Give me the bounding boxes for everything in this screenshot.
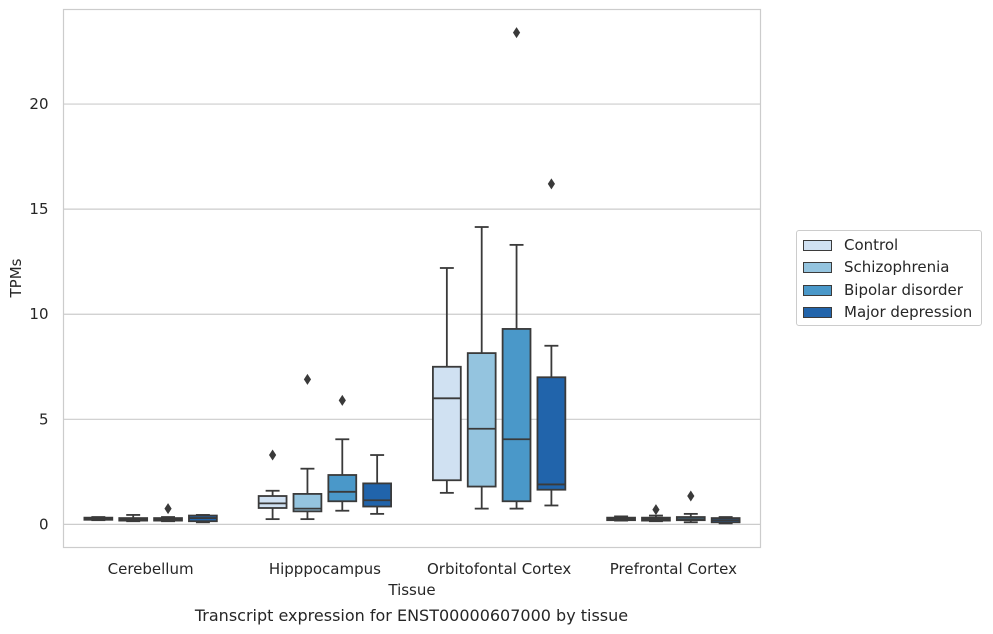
box-element [362, 454, 392, 515]
outlier-point [547, 178, 555, 190]
box-element [710, 516, 741, 525]
x-tick-label: Orbitofontal Cortex [427, 560, 571, 578]
box-iqr [362, 482, 392, 508]
outlier-point [652, 504, 660, 516]
y-tick-label: 15 [29, 200, 48, 218]
legend: Control Schizophrenia Bipolar disorder M… [796, 230, 982, 326]
grid-lines [63, 103, 761, 525]
box-element [188, 514, 218, 524]
legend-swatch-schizophrenia [803, 261, 832, 273]
box-iqr [327, 474, 358, 503]
legend-swatch-bipolar-disorder [803, 284, 832, 296]
box-iqr [257, 495, 288, 509]
legend-item-control: Control [803, 235, 898, 255]
box-iqr [466, 352, 497, 488]
legend-label-control: Control [844, 236, 899, 254]
x-tick-labels: Cerebellum Hipppocampus Orbitofontal Corte… [108, 560, 737, 578]
y-tick-label: 20 [29, 95, 48, 113]
box-element [153, 503, 183, 523]
box-element [675, 490, 706, 524]
outlier-point [687, 490, 695, 502]
box-iqr [292, 493, 323, 513]
outlier-point [338, 394, 346, 406]
box-element [536, 178, 567, 507]
box-element [292, 373, 323, 521]
y-tick-label: 10 [29, 305, 48, 323]
outlier-point [164, 503, 172, 515]
box-element [257, 449, 288, 521]
box-element [606, 515, 636, 522]
box-element [118, 514, 149, 523]
box-element [641, 504, 671, 523]
legend-swatch-major-depression [803, 306, 832, 318]
plot-area [62, 8, 762, 549]
legend-item-major-depression: Major depression [803, 302, 972, 322]
x-tick-label: Hipppocampus [269, 560, 381, 578]
legend-label-bipolar-disorder: Bipolar disorder [844, 281, 963, 299]
box-element [501, 27, 532, 510]
outlier-point [303, 373, 312, 385]
legend-label-schizophrenia: Schizophrenia [844, 258, 950, 276]
y-tick-label: 0 [39, 515, 49, 533]
chart-caption: Transcript expression for ENST0000060700… [194, 606, 629, 625]
box-element [432, 267, 462, 494]
y-tick-label: 5 [39, 410, 49, 428]
x-axis-label: Tissue [387, 581, 435, 599]
legend-item-schizophrenia: Schizophrenia [803, 257, 949, 277]
outlier-point [269, 449, 277, 461]
box-iqr [536, 376, 567, 491]
y-tick-labels: 0 5 10 15 20 [29, 95, 48, 533]
box-groups [83, 27, 741, 525]
y-axis-label: TPMs [7, 258, 25, 298]
outlier-point [512, 27, 521, 39]
legend-item-bipolar-disorder: Bipolar disorder [803, 280, 963, 300]
box-element [83, 516, 114, 522]
box-element [466, 226, 497, 510]
x-tick-label: Prefrontal Cortex [610, 560, 737, 578]
box-iqr [501, 328, 532, 503]
legend-label-major-depression: Major depression [844, 303, 973, 321]
legend-swatch-control [803, 239, 832, 251]
box-element [327, 394, 358, 512]
x-tick-label: Cerebellum [108, 560, 194, 578]
box-iqr [432, 365, 462, 482]
